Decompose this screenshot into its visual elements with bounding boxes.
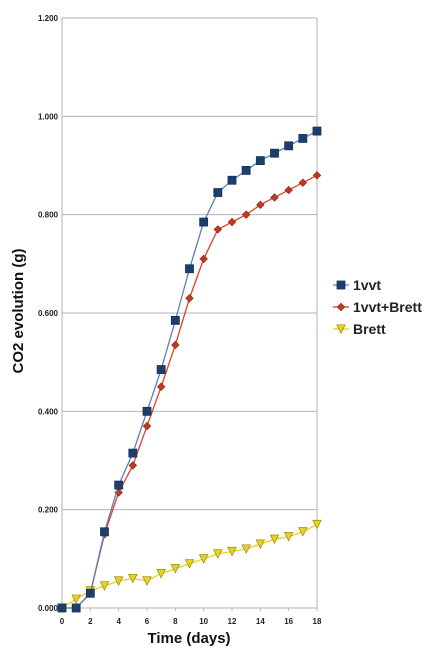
- series-1vvt-brett-point: [227, 217, 237, 227]
- series-1vvt-brett: [57, 171, 322, 613]
- series-1vvt-point: [199, 217, 209, 227]
- series-1vvt-point: [270, 148, 279, 158]
- series-brett-point: [283, 532, 294, 542]
- series-brett: [57, 519, 322, 613]
- series-brett-point: [255, 539, 266, 550]
- series-brett-point: [213, 549, 223, 559]
- series-1vvt-point: [284, 141, 294, 151]
- series-1vvt-brett-point: [142, 421, 152, 431]
- series-1vvt-point: [142, 406, 152, 416]
- legend-1vvt-label: 1vvt: [353, 277, 381, 293]
- x-tick-label: 18: [313, 617, 322, 626]
- x-tick-label: 10: [199, 617, 208, 626]
- legend-1vvt-brett-swatch-point: [336, 302, 346, 312]
- series-1vvt-point: [298, 134, 308, 143]
- series-brett-point: [142, 576, 152, 586]
- y-tick-label: 0.800: [38, 211, 59, 220]
- series-1vvt-brett-point: [185, 294, 194, 303]
- x-tick-label: 16: [284, 617, 293, 626]
- y-tick-label: 0.600: [38, 309, 59, 318]
- y-tick-label: 1.000: [38, 112, 59, 121]
- series-1vvt-point: [71, 603, 81, 613]
- legend-1vvt-swatch-point: [336, 280, 346, 290]
- y-tick-label: 1.200: [38, 14, 59, 23]
- x-tick-label: 12: [228, 617, 237, 626]
- series-1vvt-point: [100, 527, 109, 537]
- series-brett-point: [128, 573, 138, 584]
- series-1vvt-brett-point: [312, 171, 322, 180]
- x-tick-label: 4: [116, 617, 121, 626]
- axis-layer: 0.000 0.200 0.400 0.600 0.800 1.000 1.200 0 2 4 6 8…: [38, 14, 322, 626]
- x-axis-title: Time (days): [147, 630, 230, 647]
- series-1vvt-point: [241, 166, 251, 175]
- y-axis-title: CO2 evolution (g): [10, 249, 27, 374]
- x-tick-label: 8: [173, 617, 178, 626]
- series-brett-point: [312, 519, 322, 530]
- x-tick-label: 0: [60, 617, 65, 626]
- series-1vvt-brett-point: [128, 461, 138, 470]
- series-1vvt-brett-point: [284, 185, 293, 195]
- x-tick-label: 6: [145, 617, 150, 626]
- series-1vvt-point: [185, 264, 194, 274]
- legend-1vvt: 1vvt: [333, 277, 381, 293]
- legend: 1vvt 1vvt+Brett Brett: [333, 277, 422, 337]
- legend-brett-label: Brett: [353, 321, 386, 337]
- legend-brett: Brett: [333, 321, 386, 337]
- series-1vvt-brett-point: [156, 382, 166, 391]
- series-1vvt-point: [85, 588, 95, 598]
- series-brett-point: [198, 554, 209, 564]
- series-brett-point: [156, 569, 166, 579]
- series-1vvt-line: [62, 130, 318, 609]
- legend-1vvt-brett: 1vvt+Brett: [333, 299, 422, 315]
- series-1vvt-point: [128, 448, 138, 458]
- series-brett-point: [113, 576, 124, 586]
- series-brett-point: [71, 594, 81, 605]
- x-tick-label: 2: [88, 617, 93, 626]
- series-1vvt-point: [312, 126, 322, 136]
- series-1vvt-point: [213, 188, 223, 197]
- series-brett-point: [184, 559, 195, 569]
- series-1vvt-brett-line: [62, 174, 318, 609]
- series-1vvt-brett-point: [298, 178, 308, 187]
- series-1vvt-brett-point: [241, 210, 251, 219]
- series-brett-point: [269, 534, 280, 545]
- legend-brett-swatch-point: [336, 324, 346, 334]
- y-tick-label: 0.000: [38, 604, 59, 613]
- series-layer: [57, 126, 322, 613]
- series-brett-point: [170, 564, 181, 574]
- y-tick-label: 0.200: [38, 506, 59, 515]
- series-1vvt-brett-point: [171, 340, 180, 350]
- series-1vvt-point: [227, 175, 237, 185]
- series-1vvt-brett-point: [256, 200, 265, 210]
- series-1vvt-point: [57, 603, 67, 613]
- series-1vvt-point: [156, 365, 166, 374]
- series-brett-point: [298, 527, 308, 537]
- series-1vvt-brett-point: [213, 225, 223, 234]
- series-1vvt-point: [255, 156, 265, 165]
- grid-layer: [62, 17, 317, 609]
- series-1vvt-brett-point: [114, 488, 123, 497]
- series-brett-point: [99, 581, 110, 591]
- series-brett-point: [241, 544, 251, 554]
- series-1vvt-point: [114, 480, 124, 490]
- legend-1vvt-brett-label: 1vvt+Brett: [353, 299, 422, 315]
- x-tick-label: 14: [256, 617, 265, 626]
- series-1vvt: [57, 126, 322, 613]
- series-1vvt-brett-point: [270, 193, 279, 202]
- series-brett-point: [227, 546, 237, 557]
- series-1vvt-brett-point: [199, 254, 208, 264]
- y-tick-label: 0.400: [38, 407, 59, 416]
- series-1vvt-point: [170, 315, 180, 325]
